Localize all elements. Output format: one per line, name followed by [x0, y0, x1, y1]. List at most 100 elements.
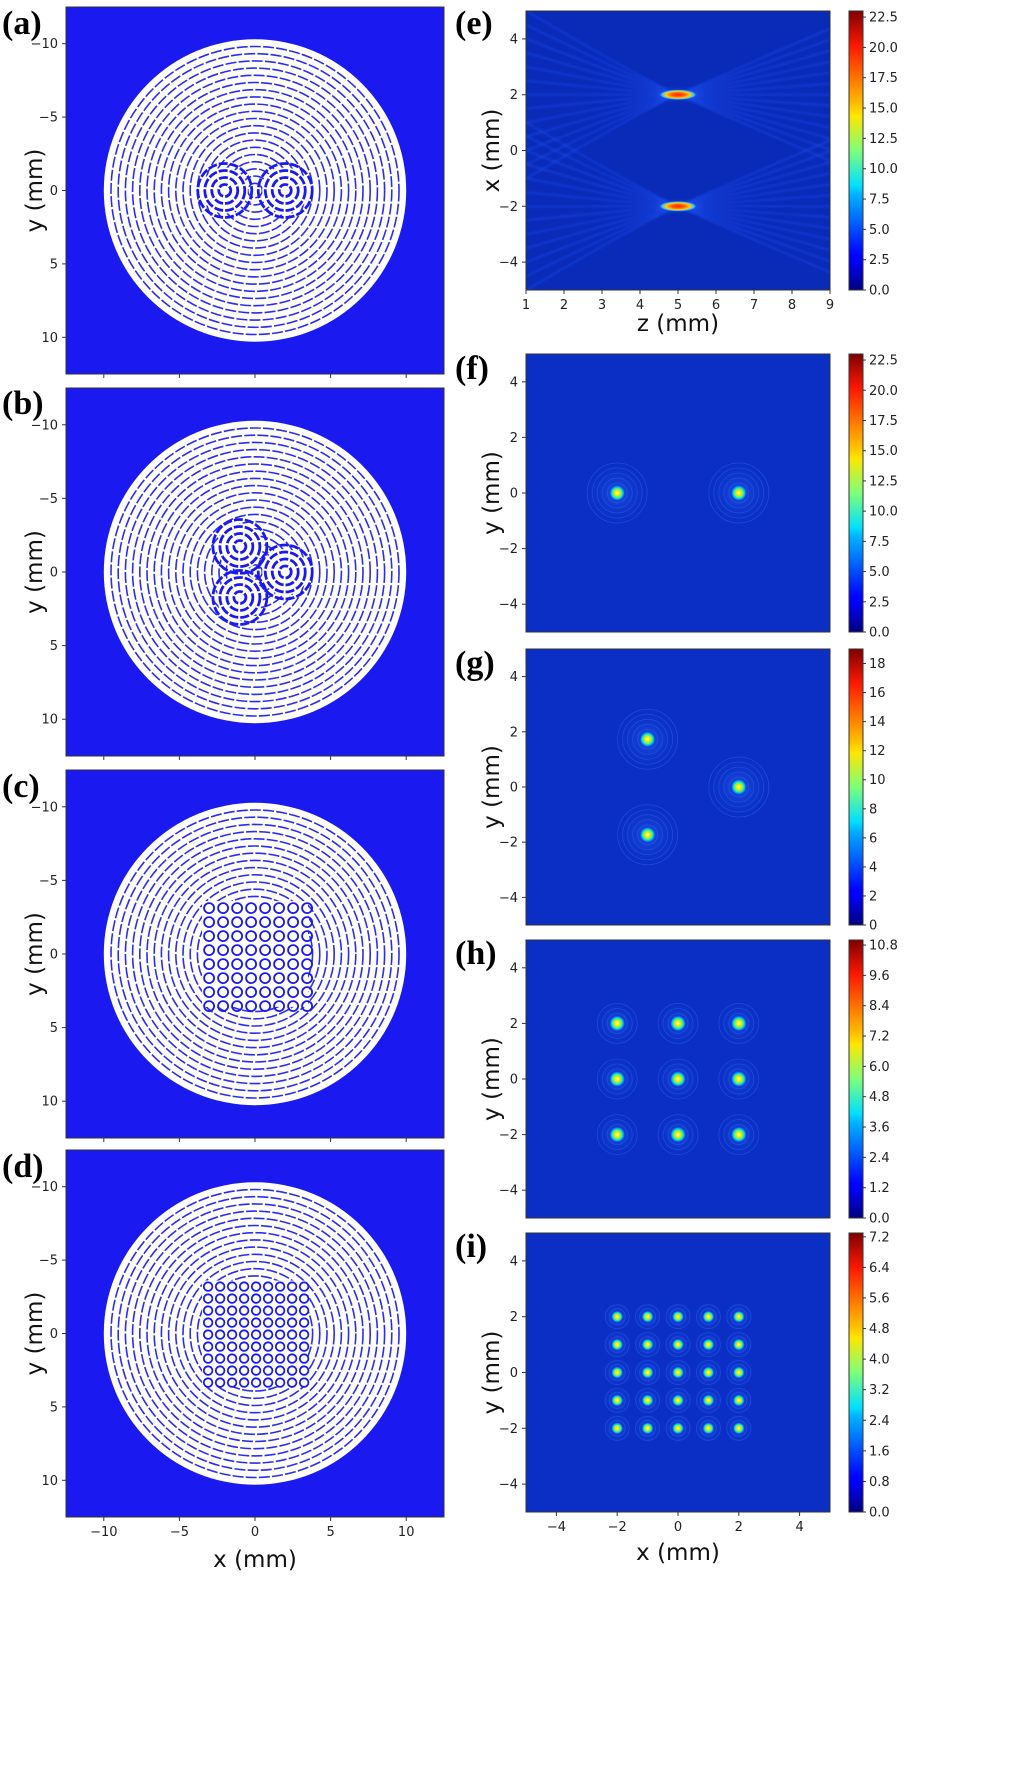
y-tick-label: −5	[39, 492, 58, 507]
array-cell	[238, 1317, 250, 1328]
colorbar-tick-label: 15.0	[869, 102, 898, 117]
colorbar-tick-label: 12	[869, 744, 886, 759]
zone-ring	[189, 1267, 321, 1400]
array-cell	[231, 972, 244, 984]
airy-ring	[591, 467, 643, 519]
y-tick-label: 2	[510, 725, 518, 740]
array-cell	[274, 1353, 286, 1364]
array-cell	[298, 1377, 310, 1388]
array-cell	[298, 1329, 310, 1340]
colorbar-tick-label: 2.4	[869, 1414, 890, 1429]
airy-ring	[639, 1364, 656, 1381]
x-tick-label: −10	[90, 1525, 117, 1540]
airy-ring	[730, 1419, 748, 1437]
array-cell	[301, 986, 314, 998]
focal-spot	[639, 731, 656, 748]
colorbar-tick-label: 7.2	[869, 1030, 890, 1045]
colorbar-tick-label: 4.8	[869, 1090, 890, 1105]
airy-ring	[718, 1003, 760, 1044]
focus-spot	[658, 89, 698, 101]
airy-ring	[639, 1392, 656, 1409]
array-cell	[286, 1281, 298, 1292]
array-cell	[262, 1353, 274, 1364]
airy-ring	[696, 1304, 721, 1330]
array-cell	[274, 1365, 286, 1376]
zone-ring	[153, 1231, 357, 1436]
y-tick-label: −4	[499, 1184, 518, 1199]
focal-spot	[730, 1071, 747, 1087]
y-tick-label: 4	[510, 32, 518, 47]
focal-spot	[672, 1366, 684, 1379]
y-tick-label: 2	[510, 431, 518, 446]
zone-ring	[160, 1239, 350, 1428]
y-axis-label: y (mm)	[479, 745, 505, 829]
array-cell	[217, 930, 230, 942]
array-cell	[231, 930, 244, 942]
focal-spot	[670, 1126, 686, 1143]
y-tick-label: 0	[510, 487, 518, 502]
airy-ring	[586, 462, 648, 524]
array-cell	[287, 1000, 300, 1012]
zone-ring	[196, 895, 314, 1013]
colorbar-tick-label: 17.5	[869, 71, 898, 86]
array-cell	[286, 1365, 298, 1376]
focus-ring	[211, 518, 269, 575]
array-cell	[301, 902, 314, 914]
focal-spot	[641, 1366, 654, 1379]
array-cell	[203, 902, 216, 914]
focus-region	[202, 901, 314, 1012]
array-cell	[245, 902, 258, 914]
focal-spot	[732, 1394, 745, 1407]
array-cell	[273, 944, 286, 956]
array-cell	[203, 944, 216, 956]
y-tick-label: −5	[39, 111, 58, 126]
array-cell	[238, 1341, 250, 1352]
array-cell	[231, 1000, 244, 1012]
colorbar-tick-label: 12.5	[869, 132, 898, 147]
zone-ring	[110, 1188, 400, 1479]
y-tick-label: −10	[31, 1180, 58, 1195]
array-cell	[238, 1281, 250, 1292]
array-cell	[217, 1000, 230, 1012]
focus-ring	[277, 564, 293, 580]
zone-ring	[139, 1217, 371, 1450]
y-tick-label: −2	[499, 1128, 518, 1143]
array-cell	[214, 1377, 226, 1388]
colorbar	[848, 353, 864, 633]
airy-ring	[657, 1058, 699, 1100]
array-cell	[250, 1329, 262, 1340]
airy-ring	[662, 1008, 694, 1039]
panel-label: (f)	[455, 350, 489, 387]
airy-ring	[723, 1008, 755, 1039]
colorbar-tick-label: 10.8	[869, 939, 898, 954]
array-cell	[226, 1317, 238, 1328]
array-cell	[217, 916, 230, 928]
array-cell	[298, 1353, 310, 1364]
array-cell	[214, 1317, 226, 1328]
colorbar-tick-label: 22.5	[869, 354, 898, 369]
y-tick-label: 0	[510, 1073, 518, 1088]
array-cell	[245, 958, 258, 970]
array-cell	[231, 958, 244, 970]
array-cell	[250, 1293, 262, 1304]
y-tick-label: 0	[510, 1366, 518, 1381]
array-cell	[262, 1365, 274, 1376]
colorbar-tick-label: 2.5	[869, 253, 890, 268]
array-cell	[287, 972, 300, 984]
y-tick-label: −5	[39, 1254, 58, 1269]
array-cell	[238, 1293, 250, 1304]
array-cell	[262, 1293, 274, 1304]
array-cell	[250, 1317, 262, 1328]
colorbar-tick-label: 4	[869, 860, 877, 875]
plot-area	[526, 649, 830, 925]
array-pattern	[202, 1281, 310, 1388]
intensity-panel: 4 2 0 −2 −4 y (mm) 0.0 1.2 2.4 3.6 4.8 6.0 7.2 8.4 9.6…	[479, 939, 898, 1227]
plot-area	[526, 11, 830, 290]
colorbar-tick-label: 9.6	[869, 969, 890, 984]
array-cell	[298, 1281, 310, 1292]
zone-ring	[146, 81, 364, 300]
focal-spot	[672, 1422, 684, 1435]
y-tick-label: −4	[499, 598, 518, 613]
airy-ring	[728, 1124, 750, 1145]
x-axis-label: z (mm)	[637, 311, 719, 337]
